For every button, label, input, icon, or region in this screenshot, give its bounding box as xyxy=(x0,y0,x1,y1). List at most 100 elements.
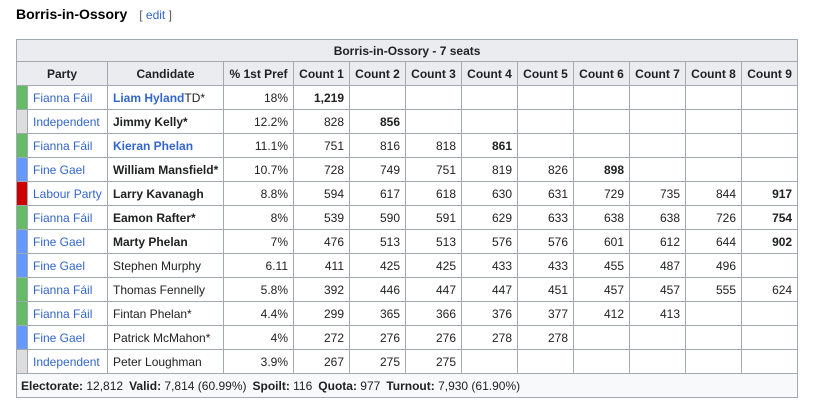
count-cell: 433 xyxy=(517,253,574,278)
count-cell: 617 xyxy=(349,181,406,206)
count-cell xyxy=(405,109,462,134)
count-cell: 275 xyxy=(349,349,406,374)
count-cell: 590 xyxy=(349,205,406,230)
first-pref-percent: 8.8% xyxy=(223,181,294,206)
count-cell xyxy=(740,325,799,350)
count-cell: 633 xyxy=(517,205,574,230)
table-row: Fine Gael Stephen Murphy 6.11 411 425 425 433 4… xyxy=(16,253,799,278)
count-cell: 612 xyxy=(629,229,686,254)
party-link[interactable]: Fine Gael xyxy=(33,162,86,177)
count-cell: 618 xyxy=(405,181,462,206)
count-cell: 476 xyxy=(293,229,350,254)
count-cell xyxy=(685,325,742,350)
count-cell: 816 xyxy=(349,133,406,158)
count-cell xyxy=(461,85,518,110)
count-cell xyxy=(740,133,799,158)
summary-value: 7,930 (61.90%) xyxy=(434,378,521,393)
candidate-name: Jimmy Kelly* xyxy=(113,114,188,129)
count-cell: 902 xyxy=(740,229,799,254)
count-cell: 576 xyxy=(461,229,518,254)
candidate-cell: Fintan Phelan* xyxy=(107,301,224,326)
count-cell xyxy=(685,133,742,158)
column-header: Candidate xyxy=(107,61,224,86)
count-cell: 392 xyxy=(293,277,350,302)
first-pref-percent: 6.11 xyxy=(223,253,294,278)
table-row: Fine Gael Patrick McMahon* 4% 272 276 276 278 2… xyxy=(16,325,799,350)
party-color-swatch xyxy=(16,349,28,374)
candidate-cell: Marty Phelan xyxy=(107,229,224,254)
candidate-cell: Peter Loughman xyxy=(107,349,224,374)
summary-value: 116 xyxy=(289,378,313,393)
count-cell: 844 xyxy=(685,181,742,206)
candidate-link[interactable]: Kieran Phelan xyxy=(113,138,194,153)
first-pref-percent: 4.4% xyxy=(223,301,294,326)
count-cell: 411 xyxy=(293,253,350,278)
first-pref-percent: 7% xyxy=(223,229,294,254)
party-cell: Independent xyxy=(27,349,108,374)
summary-value: 977 xyxy=(356,378,381,393)
party-link[interactable]: Labour Party xyxy=(33,186,102,201)
party-link[interactable]: Fine Gael xyxy=(33,330,86,345)
party-link[interactable]: Fianna Fáil xyxy=(33,138,93,153)
party-link[interactable]: Fianna Fáil xyxy=(33,90,93,105)
summary-item: Valid: 7,814 (60.99%) xyxy=(129,379,246,393)
first-pref-percent: 8% xyxy=(223,205,294,230)
party-link[interactable]: Fianna Fáil xyxy=(33,282,93,297)
count-cell xyxy=(349,85,406,110)
candidate-suffix: TD* xyxy=(184,90,206,105)
count-cell: 630 xyxy=(461,181,518,206)
candidate-link[interactable]: Liam Hyland xyxy=(113,90,185,105)
edit-section: [ edit ] xyxy=(139,8,172,22)
count-cell: 457 xyxy=(573,277,630,302)
first-pref-percent: 11.1% xyxy=(223,133,294,158)
candidate-name: Stephen Murphy xyxy=(113,258,202,273)
party-color-swatch xyxy=(16,133,28,158)
count-cell xyxy=(405,85,462,110)
summary-label: Turnout: xyxy=(386,378,435,393)
count-cell: 638 xyxy=(629,205,686,230)
candidate-name: Peter Loughman xyxy=(113,354,202,369)
count-cell: 539 xyxy=(293,205,350,230)
column-header: Count 4 xyxy=(461,61,518,86)
count-cell xyxy=(573,109,630,134)
count-cell: 513 xyxy=(349,229,406,254)
first-pref-percent: 3.9% xyxy=(223,349,294,374)
count-cell xyxy=(740,349,799,374)
count-cell: 729 xyxy=(573,181,630,206)
table-caption: Borris-in-Ossory - 7 seats xyxy=(15,39,799,62)
count-cell: 278 xyxy=(461,325,518,350)
count-cell: 425 xyxy=(405,253,462,278)
count-cell xyxy=(461,349,518,374)
table-row: Fianna Fáil Thomas Fennelly 5.8% 392 446 447 4… xyxy=(16,277,799,302)
party-link[interactable]: Fianna Fáil xyxy=(33,306,93,321)
table-row: Fianna Fáil Kieran Phelan 11.1% 751 816 818 86… xyxy=(16,133,799,158)
count-cell: 278 xyxy=(517,325,574,350)
count-cell: 644 xyxy=(685,229,742,254)
count-cell xyxy=(629,109,686,134)
count-cell: 728 xyxy=(293,157,350,182)
count-cell xyxy=(685,109,742,134)
count-cell: 376 xyxy=(461,301,518,326)
candidate-cell: Jimmy Kelly* xyxy=(107,109,224,134)
count-cell: 446 xyxy=(349,277,406,302)
first-pref-percent: 5.8% xyxy=(223,277,294,302)
count-cell xyxy=(573,85,630,110)
count-cell: 425 xyxy=(349,253,406,278)
party-link[interactable]: Independent xyxy=(33,114,100,129)
party-link[interactable]: Independent xyxy=(33,354,100,369)
party-color-swatch xyxy=(16,157,28,182)
section-heading: Borris-in-Ossory xyxy=(16,6,128,22)
party-link[interactable]: Fine Gael xyxy=(33,258,86,273)
count-cell xyxy=(685,349,742,374)
results-table: Borris-in-Ossory - 7 seats Party Candida… xyxy=(15,39,799,398)
edit-link[interactable]: edit xyxy=(145,8,166,22)
party-link[interactable]: Fianna Fáil xyxy=(33,210,93,225)
count-cell xyxy=(573,349,630,374)
summary-item: Quota: 977 xyxy=(318,379,380,393)
column-header: % 1st Pref xyxy=(223,61,294,86)
count-cell: 555 xyxy=(685,277,742,302)
party-link[interactable]: Fine Gael xyxy=(33,234,86,249)
count-cell xyxy=(517,109,574,134)
summary-value: 12,812 xyxy=(83,378,124,393)
candidate-cell: William Mansfield* xyxy=(107,157,224,182)
